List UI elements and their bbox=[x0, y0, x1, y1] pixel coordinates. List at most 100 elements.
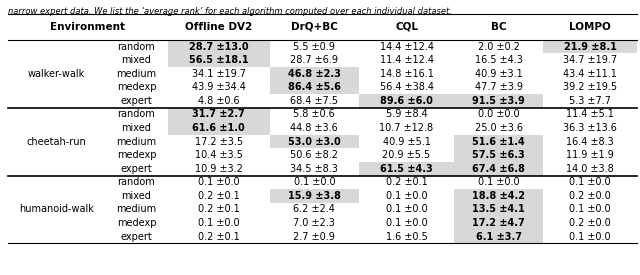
Text: 0.2 ±0.1: 0.2 ±0.1 bbox=[386, 177, 428, 187]
Text: 5.5 ±0.9: 5.5 ±0.9 bbox=[293, 42, 335, 52]
Bar bbox=[454, 216, 543, 230]
Text: 17.2 ±4.7: 17.2 ±4.7 bbox=[472, 218, 525, 228]
Text: 0.1 ±0.0: 0.1 ±0.0 bbox=[198, 177, 239, 187]
Text: 89.6 ±6.0: 89.6 ±6.0 bbox=[380, 96, 433, 106]
Bar bbox=[270, 189, 359, 203]
Text: 0.2 ±0.1: 0.2 ±0.1 bbox=[198, 204, 240, 214]
Text: 51.6 ±1.4: 51.6 ±1.4 bbox=[472, 137, 525, 147]
Text: 0.1 ±0.0: 0.1 ±0.0 bbox=[478, 177, 520, 187]
Text: 10.9 ±3.2: 10.9 ±3.2 bbox=[195, 164, 243, 174]
Bar bbox=[168, 40, 270, 53]
Text: 40.9 ±3.1: 40.9 ±3.1 bbox=[475, 69, 523, 79]
Bar bbox=[454, 162, 543, 175]
Text: 0.1 ±0.0: 0.1 ±0.0 bbox=[294, 177, 335, 187]
Text: 68.4 ±7.5: 68.4 ±7.5 bbox=[291, 96, 339, 106]
Text: 0.1 ±0.0: 0.1 ±0.0 bbox=[198, 218, 239, 228]
Text: 31.7 ±2.7: 31.7 ±2.7 bbox=[193, 109, 245, 120]
Bar bbox=[168, 121, 270, 135]
Text: 56.4 ±38.4: 56.4 ±38.4 bbox=[380, 82, 433, 92]
Text: CQL: CQL bbox=[395, 22, 418, 32]
Text: 6.2 ±2.4: 6.2 ±2.4 bbox=[293, 204, 335, 214]
Text: 0.1 ±0.0: 0.1 ±0.0 bbox=[386, 204, 428, 214]
Text: walker-walk: walker-walk bbox=[28, 69, 85, 79]
Text: cheetah-run: cheetah-run bbox=[26, 137, 86, 147]
Text: 16.4 ±8.3: 16.4 ±8.3 bbox=[566, 137, 614, 147]
Text: 28.7 ±6.9: 28.7 ±6.9 bbox=[291, 55, 339, 65]
Text: 10.7 ±12.8: 10.7 ±12.8 bbox=[380, 123, 434, 133]
Text: 34.7 ±19.7: 34.7 ±19.7 bbox=[563, 55, 617, 65]
Text: 36.3 ±13.6: 36.3 ±13.6 bbox=[563, 123, 617, 133]
Bar bbox=[168, 53, 270, 67]
Text: medium: medium bbox=[116, 204, 157, 214]
Text: medium: medium bbox=[116, 69, 157, 79]
Text: random: random bbox=[118, 42, 156, 52]
Bar bbox=[359, 162, 454, 175]
Text: expert: expert bbox=[120, 96, 152, 106]
Bar bbox=[270, 81, 359, 94]
Text: 0.2 ±0.1: 0.2 ±0.1 bbox=[198, 191, 240, 201]
Text: 47.7 ±3.9: 47.7 ±3.9 bbox=[475, 82, 523, 92]
Bar bbox=[454, 148, 543, 162]
Text: 14.4 ±12.4: 14.4 ±12.4 bbox=[380, 42, 433, 52]
Text: 13.5 ±4.1: 13.5 ±4.1 bbox=[472, 204, 525, 214]
Text: mixed: mixed bbox=[122, 123, 152, 133]
Text: 67.4 ±6.8: 67.4 ±6.8 bbox=[472, 164, 525, 174]
Bar bbox=[454, 94, 543, 108]
Text: 5.3 ±7.7: 5.3 ±7.7 bbox=[569, 96, 611, 106]
Text: 20.9 ±5.5: 20.9 ±5.5 bbox=[383, 150, 431, 160]
Text: narrow expert data. We list the ‘average rank’ for each algorithm computed over : narrow expert data. We list the ‘average… bbox=[8, 7, 452, 16]
Text: medexp: medexp bbox=[116, 150, 156, 160]
Text: 21.9 ±8.1: 21.9 ±8.1 bbox=[564, 42, 616, 52]
Bar bbox=[270, 135, 359, 148]
Text: 0.1 ±0.0: 0.1 ±0.0 bbox=[569, 204, 611, 214]
Text: 18.8 ±4.2: 18.8 ±4.2 bbox=[472, 191, 525, 201]
Text: 5.9 ±8.4: 5.9 ±8.4 bbox=[386, 109, 428, 120]
Text: Offline DV2: Offline DV2 bbox=[185, 22, 252, 32]
Text: 0.1 ±0.0: 0.1 ±0.0 bbox=[569, 177, 611, 187]
Text: 25.0 ±3.6: 25.0 ±3.6 bbox=[475, 123, 523, 133]
Text: 16.5 ±4.3: 16.5 ±4.3 bbox=[475, 55, 523, 65]
Bar bbox=[454, 135, 543, 148]
Bar bbox=[168, 108, 270, 121]
Text: medexp: medexp bbox=[116, 218, 156, 228]
Text: 43.4 ±11.1: 43.4 ±11.1 bbox=[563, 69, 617, 79]
Text: 4.8 ±0.6: 4.8 ±0.6 bbox=[198, 96, 239, 106]
Text: 44.8 ±3.6: 44.8 ±3.6 bbox=[291, 123, 338, 133]
Bar bbox=[270, 67, 359, 81]
Bar bbox=[454, 230, 543, 243]
Text: 91.5 ±3.9: 91.5 ±3.9 bbox=[472, 96, 525, 106]
Text: 0.2 ±0.1: 0.2 ±0.1 bbox=[198, 232, 240, 242]
Text: 0.2 ±0.0: 0.2 ±0.0 bbox=[569, 191, 611, 201]
Text: medium: medium bbox=[116, 137, 157, 147]
Text: 50.6 ±8.2: 50.6 ±8.2 bbox=[291, 150, 339, 160]
Text: 11.4 ±5.1: 11.4 ±5.1 bbox=[566, 109, 614, 120]
Text: 86.4 ±5.6: 86.4 ±5.6 bbox=[288, 82, 340, 92]
Text: DrQ+BC: DrQ+BC bbox=[291, 22, 338, 32]
Text: 2.7 ±0.9: 2.7 ±0.9 bbox=[293, 232, 335, 242]
Text: 34.1 ±19.7: 34.1 ±19.7 bbox=[192, 69, 246, 79]
Text: 15.9 ±3.8: 15.9 ±3.8 bbox=[288, 191, 340, 201]
Text: 39.2 ±19.5: 39.2 ±19.5 bbox=[563, 82, 617, 92]
Text: 40.9 ±5.1: 40.9 ±5.1 bbox=[383, 137, 431, 147]
Text: 0.1 ±0.0: 0.1 ±0.0 bbox=[386, 191, 428, 201]
Text: random: random bbox=[118, 177, 156, 187]
Bar bbox=[454, 203, 543, 216]
Text: 46.8 ±2.3: 46.8 ±2.3 bbox=[288, 69, 340, 79]
Text: humanoid-walk: humanoid-walk bbox=[19, 204, 94, 214]
Text: 0.1 ±0.0: 0.1 ±0.0 bbox=[386, 218, 428, 228]
Text: 43.9 ±34.4: 43.9 ±34.4 bbox=[192, 82, 246, 92]
Text: 11.4 ±12.4: 11.4 ±12.4 bbox=[380, 55, 433, 65]
Text: 57.5 ±6.3: 57.5 ±6.3 bbox=[472, 150, 525, 160]
Text: BC: BC bbox=[491, 22, 507, 32]
Text: 7.0 ±2.3: 7.0 ±2.3 bbox=[293, 218, 335, 228]
Text: 61.6 ±1.0: 61.6 ±1.0 bbox=[193, 123, 245, 133]
Text: 0.1 ±0.0: 0.1 ±0.0 bbox=[569, 232, 611, 242]
Text: 0.0 ±0.0: 0.0 ±0.0 bbox=[478, 109, 520, 120]
Bar bbox=[543, 40, 637, 53]
Text: expert: expert bbox=[120, 232, 152, 242]
Text: 17.2 ±3.5: 17.2 ±3.5 bbox=[195, 137, 243, 147]
Text: expert: expert bbox=[120, 164, 152, 174]
Text: 34.5 ±8.3: 34.5 ±8.3 bbox=[291, 164, 339, 174]
Text: 53.0 ±3.0: 53.0 ±3.0 bbox=[288, 137, 340, 147]
Bar bbox=[359, 94, 454, 108]
